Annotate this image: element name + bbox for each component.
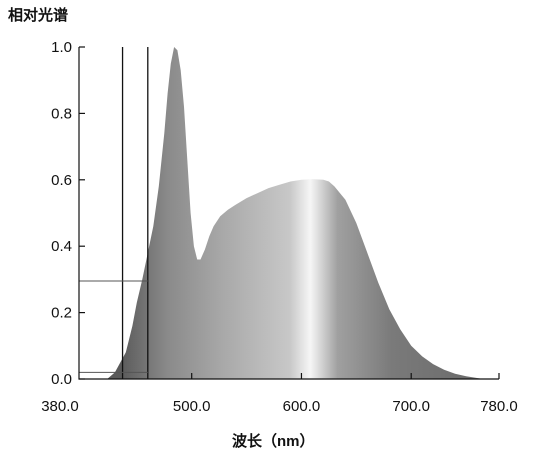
y-tick-label: 0.2 bbox=[51, 305, 72, 322]
spectrum-area-0 bbox=[107, 47, 484, 379]
y-tick-label: 0.6 bbox=[51, 172, 72, 189]
y-tick-label: 1.0 bbox=[51, 39, 72, 56]
spectrum-area-layer bbox=[107, 47, 484, 379]
x-tick-label: 700.0 bbox=[392, 398, 430, 415]
y-tick-label: 0.4 bbox=[51, 238, 72, 255]
y-tick-label: 0.0 bbox=[51, 371, 72, 388]
reference-lines-layer bbox=[79, 47, 149, 379]
y-axis-title: 相对光谱 bbox=[8, 6, 68, 24]
x-tick-label: 380.0 bbox=[41, 398, 79, 415]
x-tick-label: 500.0 bbox=[173, 398, 211, 415]
y-tick-label: 0.8 bbox=[51, 105, 72, 122]
y-axis-ticks: 0.0 0.2 0.4 0.6 0.8 1.0 bbox=[51, 39, 85, 388]
x-axis-ticks: 380.0 500.0 600.0 700.0 780.0 bbox=[41, 373, 518, 415]
x-axis-title: 波长（nm） bbox=[232, 432, 315, 450]
x-tick-label: 780.0 bbox=[480, 398, 518, 415]
x-tick-label: 600.0 bbox=[283, 398, 321, 415]
